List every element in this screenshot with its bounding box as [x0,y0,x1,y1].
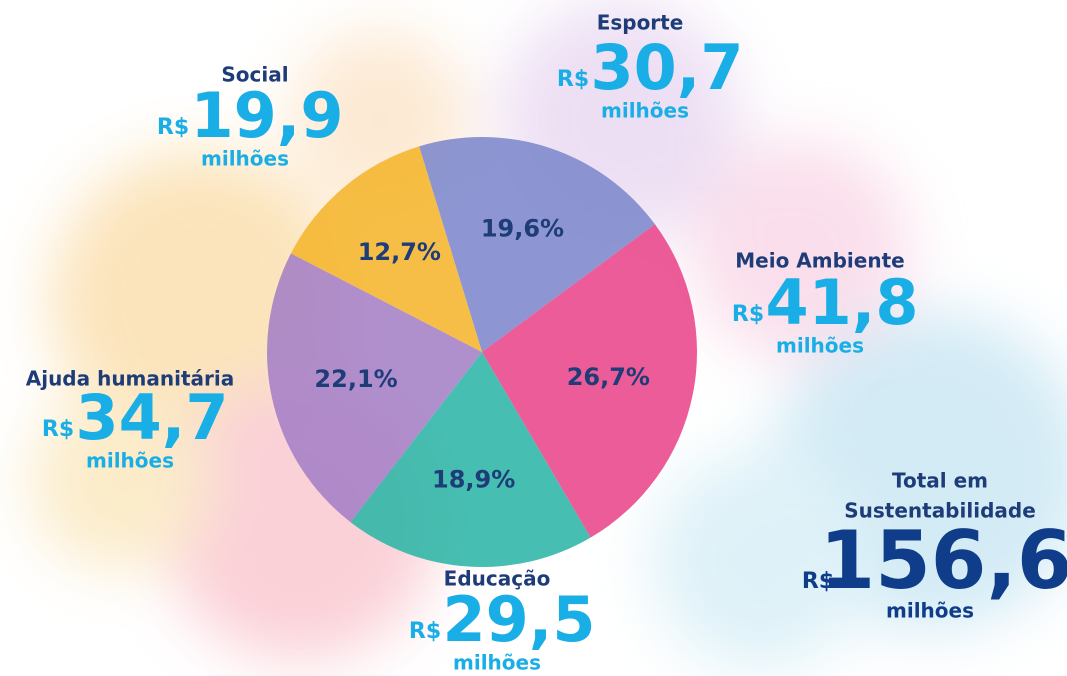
percent-label: 19,6% [481,215,564,243]
currency: R$ [732,302,764,327]
pie-slice [266,253,482,523]
unit: milhões [86,449,174,473]
unit: milhões [453,651,541,675]
total-title: Sustentabilidade [844,499,1036,523]
amount: 19,9 [191,79,344,152]
unit: milhões [776,334,864,358]
currency: R$ [409,619,441,644]
percent-label: 18,9% [432,466,515,494]
total-title: Total em [892,469,988,493]
amount: 29,5 [443,583,596,656]
pie-slice [290,146,482,352]
unit: milhões [601,99,689,123]
total-currency: R$ [802,569,834,594]
pie-slice [350,352,591,567]
currency: R$ [557,67,589,92]
total-unit: milhões [886,599,974,623]
category-name: Ajuda humanitária [26,367,235,391]
percent-label: 22,1% [314,365,397,393]
amount: 34,7 [76,381,229,454]
category-name: Educação [444,567,551,591]
pie-slice [482,224,697,538]
pie-slice [419,137,655,352]
watercolor-background [30,0,1067,670]
currency: R$ [42,417,74,442]
pie [266,137,697,567]
amount: 30,7 [591,31,744,104]
percent-label: 12,7% [358,238,441,266]
percent-label: 26,7% [567,363,650,391]
currency: R$ [157,115,189,140]
category-name: Social [221,63,288,87]
total-amount: 156,6 [819,514,1067,607]
category-name: Meio Ambiente [735,249,904,273]
category-name: Esporte [597,11,684,35]
unit: milhões [201,147,289,171]
amount: 41,8 [766,266,919,339]
